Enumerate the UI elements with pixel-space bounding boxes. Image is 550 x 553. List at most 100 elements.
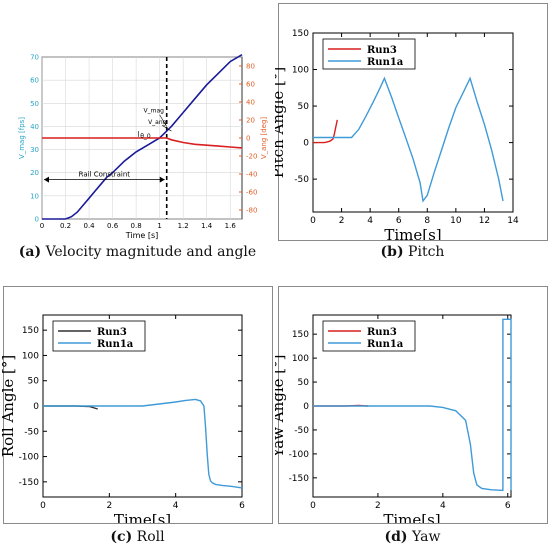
legend-box: [322, 320, 416, 352]
y-right-tick-label: -20: [246, 153, 257, 161]
x-tick-label: 0.8: [131, 222, 142, 230]
caption-a-letter: (a): [18, 244, 42, 260]
y-tick-label: 100: [292, 354, 309, 364]
x-tick-label: 2: [375, 501, 381, 511]
y-right-axis-label: V_ang [deg]: [260, 117, 268, 160]
y-tick-label: 100: [22, 351, 39, 361]
y-tick-label: 0: [303, 402, 309, 412]
y-tick-label: 50: [298, 102, 310, 112]
y-tick-label: 100: [292, 66, 309, 76]
x-axis-label: Time[s]: [384, 226, 441, 240]
y-right-tick-label: -60: [246, 189, 257, 197]
x-tick-label: 2: [339, 216, 345, 226]
x-tick-label: 1.6: [225, 222, 237, 230]
y-tick-label: 150: [292, 29, 309, 39]
y-left-tick-label: 20: [30, 169, 39, 177]
caption-c-letter: (c): [110, 529, 133, 545]
annotation-label-1: V_mag: [144, 108, 165, 115]
x-tick-label: 6: [505, 501, 511, 511]
caption-b-letter: (b): [380, 244, 404, 260]
x-axis-label: Time[s]: [114, 511, 171, 523]
x-tick-label: 0: [40, 501, 46, 511]
caption-d-letter: (d): [384, 529, 408, 545]
legend-label-run3: Run3: [367, 327, 397, 338]
caption-d: (d) Yaw: [275, 529, 550, 545]
y-right-tick-label: 80: [246, 63, 255, 71]
x-tick-label: 0: [310, 216, 316, 226]
legend-box: [322, 38, 416, 70]
caption-c: (c) Roll: [0, 529, 275, 545]
caption-b-text: Pitch: [403, 244, 445, 260]
legend-label-run1a: Run1a: [367, 57, 404, 68]
x-tick-label: 4: [440, 501, 446, 511]
y-left-tick-label: 10: [30, 192, 39, 200]
series-line-run1a: [313, 76, 504, 203]
caption-c-text: Roll: [132, 529, 165, 545]
x-tick-label: 4: [173, 501, 179, 511]
legend-box: [52, 320, 146, 352]
y-axis-label: Yaw Angle [°]: [275, 354, 287, 458]
rail-arrow-head-left: [44, 176, 49, 183]
y-tick-label: 150: [22, 326, 39, 336]
series-line-run3: [313, 119, 338, 144]
y-tick-label: 0: [33, 402, 39, 412]
y-left-tick-label: 50: [30, 100, 39, 108]
caption-b: (b) Pitch: [275, 244, 550, 260]
chart-panel-d: 0 2 4 6 -150 -100 -50 0 50 100 150 Time[s] Yaw Angle…: [269, 283, 550, 553]
x-tick-label: 1: [157, 222, 161, 230]
x-tick-label: 6: [239, 501, 245, 511]
x-tick-label: 10: [450, 216, 462, 226]
caption-d-text: Yaw: [407, 529, 441, 545]
y-tick-label: -50: [294, 175, 309, 185]
y-right-tick-label: -40: [246, 171, 257, 179]
chart-b-svg: 0 2 4 6 8 10 12 14 -50 0 50 100 150 Time[s] Pitch Angl…: [269, 29, 519, 244]
y-left-tick-label: 60: [30, 77, 39, 85]
y-tick-label: -150: [19, 478, 40, 488]
vang-leader: [161, 125, 172, 132]
y-tick-label: -150: [289, 474, 310, 484]
x-tick-label: 0.2: [60, 222, 71, 230]
y-axis-label: Pitch Angle [°]: [275, 67, 287, 179]
y-left-tick-label: 30: [30, 146, 39, 154]
y-right-tick-label: 60: [246, 81, 255, 89]
y-tick-label: 0: [303, 139, 309, 149]
x-axis-label: Time[s]: [383, 511, 440, 523]
x-tick-label: 8: [424, 216, 430, 226]
x-tick-label: 1.4: [201, 222, 213, 230]
x-tick-label: 0.6: [107, 222, 119, 230]
y-axis-label: Roll Angle [°]: [0, 355, 17, 457]
y-left-tick-label: 0: [35, 216, 39, 224]
y-tick-label: -50: [24, 427, 39, 437]
annotation-label-3: θ_0: [140, 133, 151, 140]
y-right-tick-label: 0: [246, 135, 250, 143]
x-tick-label: 4: [367, 216, 373, 226]
y-tick-label: 150: [292, 330, 309, 340]
y-left-tick-label: 70: [30, 54, 39, 62]
x-axis-label: Time [s]: [125, 231, 159, 240]
chart-d-svg: 0 2 4 6 -150 -100 -50 0 50 100 150 Time[s] Yaw Angle…: [269, 314, 512, 529]
series-line-red: [42, 137, 243, 149]
x-tick-label: 2: [106, 501, 112, 511]
chart-panel-c: 0 2 4 6 -150 -100 -50 0 50 100 150 Time[s] Roll Angl…: [0, 283, 275, 553]
series-line-run1a: [313, 318, 512, 491]
caption-a-text: Velocity magnitude and angle: [41, 244, 257, 260]
vmag-leader: [159, 114, 167, 127]
legend-label-run1a: Run1a: [367, 339, 404, 350]
y-tick-label: 50: [298, 378, 310, 388]
y-right-tick-label: 20: [246, 117, 255, 125]
x-tick-label: 0: [310, 501, 316, 511]
chart-panel-b: 0 2 4 6 8 10 12 14 -50 0 50 100 150 Time[s] Pitch Angl…: [269, 0, 550, 272]
y-right-tick-label: -80: [246, 207, 257, 215]
series-line-run1a: [43, 398, 243, 489]
y-tick-label: -50: [294, 426, 309, 436]
chart-a-svg: 0 0.2 0.4 0.6 0.8 1 1.2 1.4 1.6 0 10 20 30 40 50 60 70 -8…: [18, 54, 268, 241]
caption-a: (a) Velocity magnitude and angle: [0, 244, 275, 260]
x-tick-label: 0: [40, 222, 44, 230]
x-tick-label: 0.4: [83, 222, 95, 230]
x-tick-label: 6: [396, 216, 402, 226]
plot-area: [312, 32, 514, 213]
chart-panel-a: 0 0.2 0.4 0.6 0.8 1 1.2 1.4 1.6 0 10 20 30 40 50 60 70 -8…: [0, 0, 275, 272]
y-right-tick-label: 40: [246, 99, 255, 107]
y-left-tick-label: 40: [30, 123, 39, 131]
x-tick-label: 14: [507, 216, 519, 226]
